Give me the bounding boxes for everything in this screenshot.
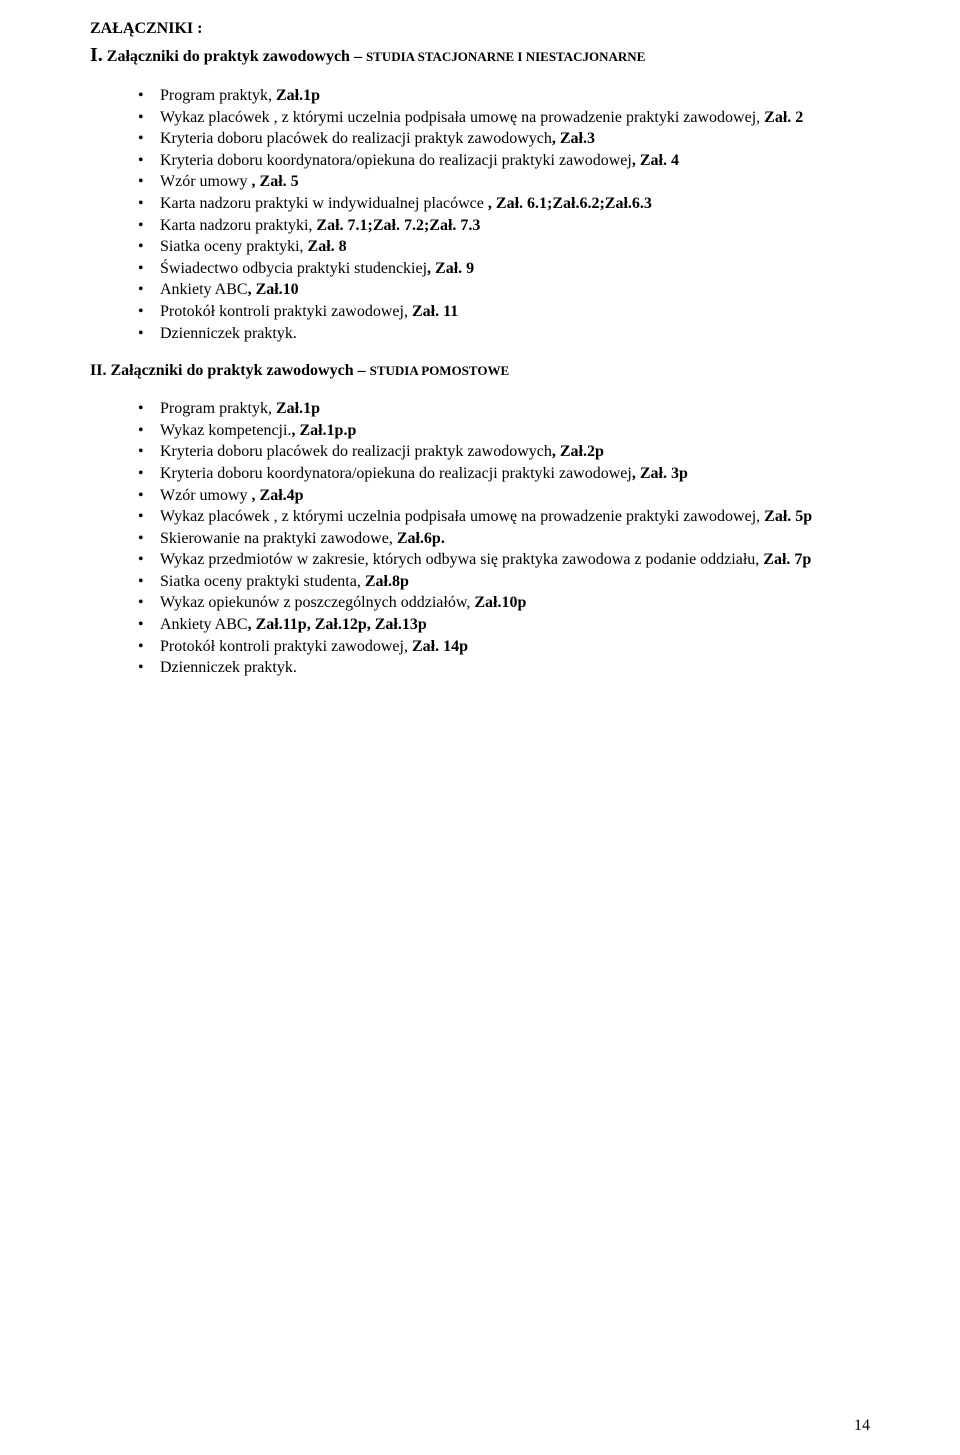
list-item-text: Wykaz placówek , z którymi uczelnia podp… <box>160 508 764 525</box>
list-item-text: Karta nadzoru praktyki w indywidualnej p… <box>160 195 488 212</box>
list-item-text: Dzienniczek praktyk. <box>160 659 297 676</box>
list-item-bold: , Zał. 9 <box>427 260 474 277</box>
list-item: Program praktyk, Zał.1p <box>138 398 870 420</box>
list-item-text: Kryteria doboru koordynatora/opiekuna do… <box>160 465 632 482</box>
list-item-text: Siatka oceny praktyki studenta, <box>160 573 365 590</box>
list-section-2: Program praktyk, Zał.1p Wykaz kompetencj… <box>90 398 870 679</box>
list-item: Protokół kontroli praktyki zawodowej, Za… <box>138 301 870 323</box>
list-item: Wykaz placówek , z którymi uczelnia podp… <box>138 107 870 129</box>
list-item-bold: Zał. 7p <box>763 551 811 568</box>
list-item-text: Protokół kontroli praktyki zawodowej, <box>160 303 412 320</box>
list-item-bold: , Zał.2p <box>552 443 604 460</box>
list-item-text: Program praktyk, <box>160 87 276 104</box>
list-item: Ankiety ABC, Zał.10 <box>138 279 870 301</box>
list-item-text: Skierowanie na praktyki zawodowe, <box>160 530 397 547</box>
heading-section-1: I. Załączniki do praktyk zawodowych – ST… <box>90 44 870 67</box>
list-item-text: Wzór umowy <box>160 173 252 190</box>
list-item: Dzienniczek praktyk. <box>138 657 870 679</box>
list-item: Dzienniczek praktyk. <box>138 323 870 345</box>
section-1-roman: I. <box>90 44 103 66</box>
list-item: Wykaz przedmiotów w zakresie, których od… <box>138 549 870 571</box>
list-section-1: Program praktyk, Zał.1p Wykaz placówek ,… <box>90 85 870 344</box>
section-1-suffix: STUDIA STACJONARNE I NIESTACJONARNE <box>366 49 645 64</box>
list-item: Świadectwo odbycia praktyki studenckiej,… <box>138 258 870 280</box>
list-item-bold: , Zał.3 <box>552 130 595 147</box>
list-item: Karta nadzoru praktyki w indywidualnej p… <box>138 193 870 215</box>
list-item-bold: Zał. 5p <box>764 508 812 525</box>
list-item-bold: Zał. 11 <box>412 303 458 320</box>
list-item-text: Wykaz placówek , z którymi uczelnia podp… <box>160 109 764 126</box>
heading-section-2: II. Załączniki do praktyk zawodowych – S… <box>90 362 870 380</box>
list-item-bold: , Zał. 6.1;Zał.6.2;Zał.6.3 <box>488 195 652 212</box>
list-item-text: Wykaz opiekunów z poszczególnych oddział… <box>160 594 474 611</box>
list-item: Ankiety ABC, Zał.11p, Zał.12p, Zał.13p <box>138 614 870 636</box>
list-item: Kryteria doboru placówek do realizacji p… <box>138 128 870 150</box>
list-item: Siatka oceny praktyki studenta, Zał.8p <box>138 571 870 593</box>
list-item-text: Kryteria doboru placówek do realizacji p… <box>160 443 552 460</box>
heading-attachments: ZAŁĄCZNIKI : <box>90 20 870 38</box>
list-item-text: Wykaz kompetencji. <box>160 422 291 439</box>
list-item-text: Dzienniczek praktyk. <box>160 325 297 342</box>
list-item-bold: Zał.8p <box>365 573 409 590</box>
list-item-text: Wykaz przedmiotów w zakresie, których od… <box>160 551 763 568</box>
list-item-text: Świadectwo odbycia praktyki studenckiej <box>160 260 427 277</box>
list-item-bold: , Zał. 5 <box>252 173 299 190</box>
list-item: Wykaz kompetencji., Zał.1p.p <box>138 420 870 442</box>
list-item: Wzór umowy , Zał. 5 <box>138 171 870 193</box>
list-item-text: Kryteria doboru koordynatora/opiekuna do… <box>160 152 632 169</box>
section-2-suffix: STUDIA POMOSTOWE <box>370 363 510 378</box>
list-item: Protokół kontroli praktyki zawodowej, Za… <box>138 636 870 658</box>
list-item: Kryteria doboru placówek do realizacji p… <box>138 441 870 463</box>
list-item-bold: , Zał.4p <box>252 487 304 504</box>
list-item: Wzór umowy , Zał.4p <box>138 485 870 507</box>
list-item-bold: Zał.6p. <box>397 530 445 547</box>
list-item-bold: , Zał.11p, Zał.12p, Zał.13p <box>248 616 427 633</box>
list-item-bold: Zał.1p <box>276 400 320 417</box>
list-item-text: Kryteria doboru placówek do realizacji p… <box>160 130 552 147</box>
section-1-title: Załączniki do praktyk zawodowych – <box>107 48 366 65</box>
list-item-bold: Zał. 8 <box>308 238 347 255</box>
list-item: Program praktyk, Zał.1p <box>138 85 870 107</box>
list-item-text: Wzór umowy <box>160 487 252 504</box>
list-item: Siatka oceny praktyki, Zał. 8 <box>138 236 870 258</box>
list-item-bold: Zał.10p <box>474 594 526 611</box>
list-item-text: Ankiety ABC <box>160 281 248 298</box>
list-item-text: Ankiety ABC <box>160 616 248 633</box>
section-2-roman: II. <box>90 362 106 379</box>
list-item: Kryteria doboru koordynatora/opiekuna do… <box>138 463 870 485</box>
list-item-bold: Zał. 2 <box>764 109 803 126</box>
list-item-bold: , Zał.1p.p <box>291 422 356 439</box>
list-item: Skierowanie na praktyki zawodowe, Zał.6p… <box>138 528 870 550</box>
list-item-bold: Zał. 7.1;Zał. 7.2;Zał. 7.3 <box>316 217 480 234</box>
document-page: ZAŁĄCZNIKI : I. Załączniki do praktyk za… <box>0 0 960 1455</box>
list-item-text: Karta nadzoru praktyki, <box>160 217 316 234</box>
list-item: Wykaz placówek , z którymi uczelnia podp… <box>138 506 870 528</box>
list-item-bold: Zał.1p <box>276 87 320 104</box>
list-item: Karta nadzoru praktyki, Zał. 7.1;Zał. 7.… <box>138 215 870 237</box>
list-item-bold: , Zał.10 <box>248 281 299 298</box>
list-item-text: Siatka oceny praktyki, <box>160 238 308 255</box>
page-number: 14 <box>854 1417 870 1435</box>
list-item-text: Program praktyk, <box>160 400 276 417</box>
list-item-bold: Zał. 14p <box>412 638 468 655</box>
list-item-text: Protokół kontroli praktyki zawodowej, <box>160 638 412 655</box>
list-item-bold: , Zał. 3p <box>632 465 688 482</box>
list-item: Wykaz opiekunów z poszczególnych oddział… <box>138 592 870 614</box>
section-2-title: Załączniki do praktyk zawodowych – <box>106 362 369 379</box>
list-item-bold: , Zał. 4 <box>632 152 679 169</box>
list-item: Kryteria doboru koordynatora/opiekuna do… <box>138 150 870 172</box>
